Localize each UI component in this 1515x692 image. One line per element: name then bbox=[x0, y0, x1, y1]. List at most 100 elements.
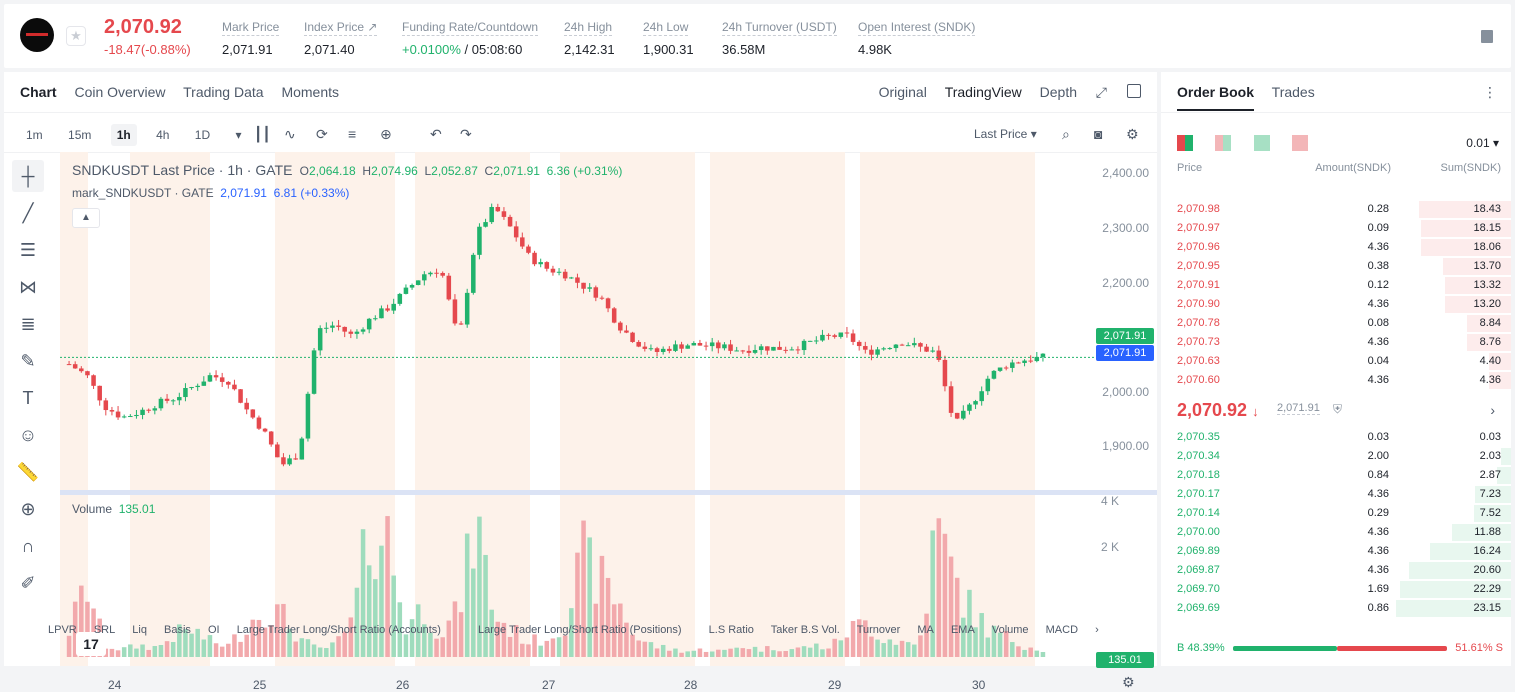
ask-row[interactable]: 2,070.96 4.36 18.06 bbox=[1161, 238, 1511, 257]
tab-coin-overview[interactable]: Coin Overview bbox=[74, 84, 166, 100]
pen-icon[interactable]: ✐ bbox=[20, 573, 36, 593]
y-tick: 2,400.00 bbox=[1102, 166, 1149, 180]
interval-1m[interactable]: 1m bbox=[26, 128, 43, 142]
indicator-volume[interactable]: Volume bbox=[991, 624, 1029, 636]
candle-body bbox=[471, 254, 476, 293]
view-tradingview[interactable]: TradingView bbox=[944, 84, 1022, 100]
ask-row[interactable]: 2,070.97 0.09 18.15 bbox=[1161, 219, 1511, 238]
candle-body bbox=[765, 346, 770, 351]
chevron-right-icon[interactable]: › bbox=[1095, 624, 1099, 636]
tab-trades[interactable]: Trades bbox=[1271, 84, 1315, 100]
indicator-lt-positions[interactable]: Large Trader Long/Short Ratio (Positions… bbox=[477, 624, 682, 636]
bid-row[interactable]: 2,070.35 0.03 0.03 bbox=[1161, 428, 1511, 447]
ask-row[interactable]: 2,070.73 4.36 8.76 bbox=[1161, 333, 1511, 352]
indicator-lt-accounts[interactable]: Large Trader Long/Short Ratio (Accounts) bbox=[236, 624, 441, 636]
gear-icon[interactable]: ⚙ bbox=[1126, 126, 1139, 142]
search-icon[interactable]: ⌕ bbox=[1062, 126, 1070, 142]
ask-row[interactable]: 2,070.98 0.28 18.43 bbox=[1161, 200, 1511, 219]
tab-moments[interactable]: Moments bbox=[281, 84, 340, 100]
camera-icon[interactable]: ◙ bbox=[1094, 126, 1103, 142]
refresh-icon[interactable]: ⟳ bbox=[316, 126, 328, 142]
bid-row[interactable]: 2,069.69 0.86 23.15 bbox=[1161, 599, 1511, 618]
view-depth[interactable]: Depth bbox=[1039, 84, 1077, 100]
tab-chart[interactable]: Chart bbox=[20, 84, 57, 100]
row-price: 2,070.63 bbox=[1177, 355, 1220, 367]
view-split-icon[interactable] bbox=[1215, 134, 1232, 151]
interval-dropdown-icon[interactable]: ▾ bbox=[235, 128, 242, 142]
indicators-icon[interactable]: ∿ bbox=[284, 126, 296, 142]
volume-bar bbox=[611, 604, 617, 657]
window-icon[interactable] bbox=[1127, 84, 1141, 98]
view-both-icon[interactable] bbox=[1177, 134, 1193, 151]
zoom-icon[interactable]: ⊕ bbox=[20, 499, 36, 519]
ask-row[interactable]: 2,070.95 0.38 13.70 bbox=[1161, 257, 1511, 276]
favorite-star-icon[interactable]: ★ bbox=[66, 26, 86, 46]
crosshair-icon[interactable]: ┼ bbox=[12, 160, 44, 192]
down-arrow-icon: ↓ bbox=[1252, 404, 1259, 419]
indicator-taker[interactable]: Taker B.S Vol. bbox=[770, 624, 840, 636]
more-icon[interactable]: ⋮ bbox=[1483, 84, 1497, 100]
magnet-icon[interactable]: ∩ bbox=[21, 536, 35, 556]
indicator-srl[interactable]: SRL bbox=[93, 624, 116, 636]
bookmark-icon[interactable] bbox=[1481, 30, 1493, 43]
candle-body bbox=[324, 327, 329, 329]
ask-row[interactable]: 2,070.60 4.36 4.36 bbox=[1161, 371, 1511, 390]
undo-icon[interactable]: ↶ bbox=[430, 126, 442, 142]
bid-row[interactable]: 2,069.70 1.69 22.29 bbox=[1161, 580, 1511, 599]
chevron-right-icon[interactable]: › bbox=[1490, 402, 1495, 418]
ask-row[interactable]: 2,070.91 0.12 13.32 bbox=[1161, 276, 1511, 295]
indicator-lpvr[interactable]: LPVR bbox=[48, 624, 77, 636]
ask-row[interactable]: 2,070.78 0.08 8.84 bbox=[1161, 314, 1511, 333]
view-asks-icon[interactable] bbox=[1292, 134, 1309, 151]
text-icon[interactable]: T bbox=[22, 388, 34, 408]
indicator-liq[interactable]: Liq bbox=[132, 624, 147, 636]
indicator-ema[interactable]: EMA bbox=[950, 624, 975, 636]
pane-divider[interactable] bbox=[60, 490, 1157, 495]
horizontal-lines-icon[interactable]: ☰ bbox=[19, 240, 37, 260]
add-indicator-icon[interactable]: ⊕ bbox=[380, 126, 392, 142]
ruler-icon[interactable]: 📏 bbox=[16, 462, 40, 482]
ask-row[interactable]: 2,070.90 4.36 13.20 bbox=[1161, 295, 1511, 314]
interval-1d[interactable]: 1D bbox=[194, 128, 211, 142]
brush-icon[interactable]: ✎ bbox=[20, 351, 36, 371]
row-sum: 7.52 bbox=[1479, 507, 1501, 519]
redo-icon[interactable]: ↷ bbox=[460, 126, 472, 142]
expand-icon[interactable]: ⤢ bbox=[1095, 84, 1107, 100]
bid-row[interactable]: 2,070.17 4.36 7.23 bbox=[1161, 485, 1511, 504]
interval-1h[interactable]: 1h bbox=[110, 124, 137, 146]
bid-row[interactable]: 2,070.00 4.36 11.88 bbox=[1161, 523, 1511, 542]
tab-order-book[interactable]: Order Book bbox=[1177, 84, 1255, 111]
trendline-icon[interactable]: ╱ bbox=[22, 203, 34, 223]
candle-type-icon[interactable]: ┃┃ bbox=[254, 126, 271, 142]
bid-row[interactable]: 2,070.18 0.84 2.87 bbox=[1161, 466, 1511, 485]
bid-row[interactable]: 2,070.34 2.00 2.03 bbox=[1161, 447, 1511, 466]
price-type-select[interactable]: Last Price ▾ bbox=[974, 127, 1037, 141]
stat-open-interest: Open Interest (SNDK) 4.98K bbox=[858, 20, 976, 57]
indicator-oi[interactable]: OI bbox=[208, 624, 220, 636]
interval-15m[interactable]: 15m bbox=[68, 128, 92, 142]
indicator-basis[interactable]: Basis bbox=[164, 624, 191, 636]
settings-list-icon[interactable]: ≡ bbox=[348, 126, 357, 142]
bid-row[interactable]: 2,069.87 4.36 20.60 bbox=[1161, 561, 1511, 580]
ask-row[interactable]: 2,070.63 0.04 4.40 bbox=[1161, 352, 1511, 371]
bid-row[interactable]: 2,070.14 0.29 7.52 bbox=[1161, 504, 1511, 523]
volume-bar bbox=[415, 604, 421, 657]
collapse-legend-button[interactable]: ▲ bbox=[72, 208, 100, 228]
indicator-turnover[interactable]: Turnover bbox=[856, 624, 901, 636]
view-bids-icon[interactable] bbox=[1253, 134, 1270, 151]
chart-settings-icon[interactable]: ⚙ bbox=[1122, 674, 1135, 690]
bid-row[interactable]: 2,069.89 4.36 16.24 bbox=[1161, 542, 1511, 561]
chart-plot-area[interactable]: SNDKUSDT Last Price · 1h · GATE O2,064.1… bbox=[60, 152, 1157, 692]
indicator-ma[interactable]: MA bbox=[917, 624, 934, 636]
stat-index-price[interactable]: Index Price ↗ 2,071.40 bbox=[304, 20, 378, 57]
tab-trading-data[interactable]: Trading Data bbox=[183, 84, 264, 100]
indicator-macd[interactable]: MACD bbox=[1045, 624, 1079, 636]
emoji-icon[interactable]: ☺ bbox=[18, 425, 38, 445]
pattern-icon[interactable]: ⋈ bbox=[19, 277, 37, 297]
interval-4h[interactable]: 4h bbox=[156, 128, 170, 142]
tick-size-select[interactable]: 0.01 ▾ bbox=[1466, 136, 1499, 150]
x-tick: 27 bbox=[542, 678, 556, 692]
indicator-ls-ratio[interactable]: L.S Ratio bbox=[708, 624, 754, 636]
view-original[interactable]: Original bbox=[878, 84, 927, 100]
fib-icon[interactable]: ≣ bbox=[20, 314, 36, 334]
